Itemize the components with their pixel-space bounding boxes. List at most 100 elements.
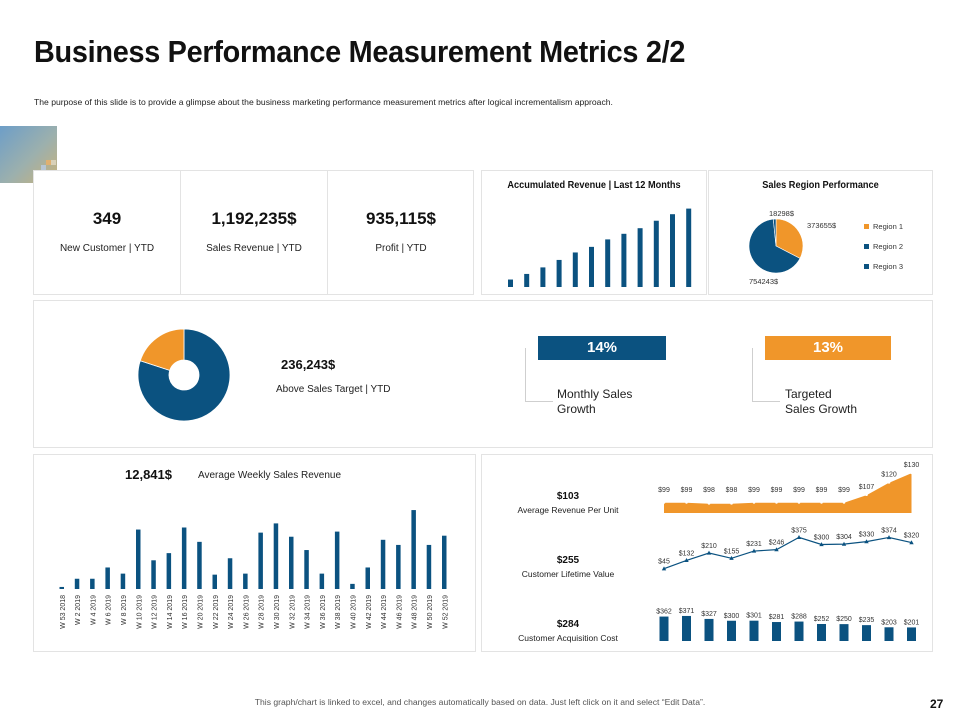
avg-revenue-area (664, 472, 912, 513)
lifetime-value-point (706, 550, 712, 555)
metric-label: Customer Lifetime Value (521, 569, 615, 579)
legend-label: Region 1 (873, 222, 903, 231)
slide-title: Business Performance Measurement Metrics… (34, 34, 686, 69)
weekly-sales-bar (365, 567, 370, 589)
divider (180, 171, 181, 294)
avg-revenue-data-label: $99 (816, 487, 828, 494)
weekly-sales-bar (411, 510, 416, 589)
accumulated-revenue-bar (605, 239, 611, 287)
weekly-sales-tick-label: W 53 2018 (60, 595, 67, 629)
acquisition-cost-bar (659, 616, 669, 641)
label-line: Sales Growth (785, 402, 858, 416)
lifetime-value-point (774, 547, 779, 552)
weekly-sales-tick-label: W 2 2019 (75, 595, 82, 625)
weekly-sales-bar (289, 536, 294, 589)
lifetime-value-data-label: $304 (836, 534, 852, 541)
slide-subtitle: The purpose of this slide is to provide … (34, 97, 613, 107)
weekly-label: Average Weekly Sales Revenue (198, 470, 342, 481)
chart-title: Sales Region Performance (762, 180, 879, 191)
weekly-sales-bar (74, 578, 80, 589)
metric-value: $103 (556, 491, 580, 502)
weekly-sales-tick-label: W 22 2019 (213, 595, 220, 629)
weekly-sales-tick-label: W 30 2019 (274, 595, 281, 629)
weekly-sales-tick-label: W 16 2019 (182, 595, 189, 629)
acquisition-cost-bar (839, 624, 849, 641)
lifetime-value-data-label: $210 (701, 543, 717, 550)
avg-revenue-point (842, 501, 846, 504)
weekly-sales-bar (212, 574, 217, 589)
lifetime-value-data-label: $375 (791, 527, 807, 534)
chart-title: Accumulated Revenue | Last 12 Months (507, 180, 681, 191)
kpi-profit: 935,115$ Profit | YTD (328, 171, 474, 294)
legend-label: Region 2 (873, 242, 903, 251)
sales-region-slice (772, 218, 777, 247)
metric-label: Average Revenue Per Unit (517, 505, 619, 515)
weekly-sales-tick-label: W 40 2019 (350, 595, 357, 629)
avg-revenue-point (910, 471, 913, 475)
avg-revenue-data-label: $107 (859, 484, 875, 491)
accumulated-revenue-bar (653, 220, 659, 287)
sales-region-slice (775, 218, 804, 259)
acquisition-cost-bar (794, 621, 804, 641)
acquisition-cost-data-label: $203 (881, 619, 897, 626)
avg-revenue-data-label: $99 (681, 487, 693, 494)
acquisition-cost-bar (704, 618, 714, 641)
weekly-sales-bar (273, 523, 279, 589)
avg-revenue-line (664, 472, 912, 504)
weekly-sales-tick-label: W 36 2019 (320, 595, 327, 629)
metric-value: $255 (556, 555, 580, 566)
kpi-new-customer: 349 New Customer | YTD (34, 171, 180, 294)
above-target-donut-slice (139, 328, 185, 371)
weekly-sales-tick-label: W 26 2019 (243, 595, 250, 629)
lifetime-value-data-label: $300 (814, 535, 830, 542)
avg-revenue-point (707, 502, 711, 505)
avg-revenue-point (775, 501, 778, 504)
weekly-sales-bar (197, 541, 202, 589)
avg-revenue-data-label: $130 (904, 462, 920, 469)
lifetime-value-data-label: $246 (769, 540, 785, 547)
weekly-sales-tick-label: W 50 2019 (427, 595, 434, 629)
lifetime-value-data-label: $320 (904, 533, 920, 540)
above-target-donut-slice (137, 328, 231, 422)
kpi-label: Profit | YTD (375, 243, 427, 254)
weekly-sales-bar (304, 550, 309, 589)
weekly-sales-panel: 12,841$ Average Weekly Sales Revenue W 5… (33, 454, 476, 652)
weekly-sales-tick-label: W 4 2019 (90, 595, 97, 625)
acquisition-cost-bar (749, 620, 759, 641)
lifetime-value-data-label: $155 (724, 548, 740, 555)
weekly-sales-tick-label: W 8 2019 (121, 595, 128, 625)
avg-revenue-data-label: $98 (703, 487, 715, 494)
lifetime-value-point (819, 542, 824, 547)
kpi-value: 935,115$ (366, 209, 436, 228)
accumulated-revenue-bar (621, 233, 627, 287)
avg-revenue-data-label: $99 (793, 487, 805, 494)
kpi-value: 1,192,235$ (211, 209, 297, 228)
avg-revenue-data-label: $120 (881, 471, 897, 478)
targeted-growth-label: Targeted Sales Growth (785, 387, 857, 417)
target-label: Above Sales Target | YTD (276, 384, 391, 395)
lifetime-value-point (796, 534, 802, 539)
lifetime-value-point (841, 541, 847, 546)
acquisition-cost-data-label: $235 (859, 617, 875, 624)
acquisition-cost-data-label: $281 (769, 614, 785, 621)
monthly-growth-label: Monthly Sales Growth (557, 387, 632, 417)
sales-region-data-label: 373655$ (807, 221, 837, 230)
weekly-sales-bar (166, 553, 172, 589)
avg-revenue-data-label: $99 (658, 487, 670, 494)
accumulated-revenue-bar (589, 246, 594, 287)
weekly-sales-tick-label: W 46 2019 (396, 595, 403, 629)
label-line: Monthly Sales (557, 387, 633, 401)
kpi-label: Sales Revenue | YTD (206, 243, 302, 254)
acquisition-cost-bar (862, 625, 871, 641)
lifetime-value-point (909, 540, 914, 545)
lifetime-value-data-label: $374 (881, 527, 897, 534)
weekly-sales-bar (426, 544, 432, 589)
weekly-sales-tick-label: W 42 2019 (366, 595, 373, 629)
acquisition-cost-bar (817, 623, 826, 641)
lifetime-value-point (729, 555, 734, 560)
legend-swatch (864, 224, 869, 229)
avg-revenue-point (820, 501, 823, 504)
accumulated-revenue-bar (572, 252, 578, 287)
targeted-growth-badge: 13% (765, 336, 891, 360)
unit-metrics-panel: $103 Average Revenue Per Unit $255 Custo… (481, 454, 933, 652)
